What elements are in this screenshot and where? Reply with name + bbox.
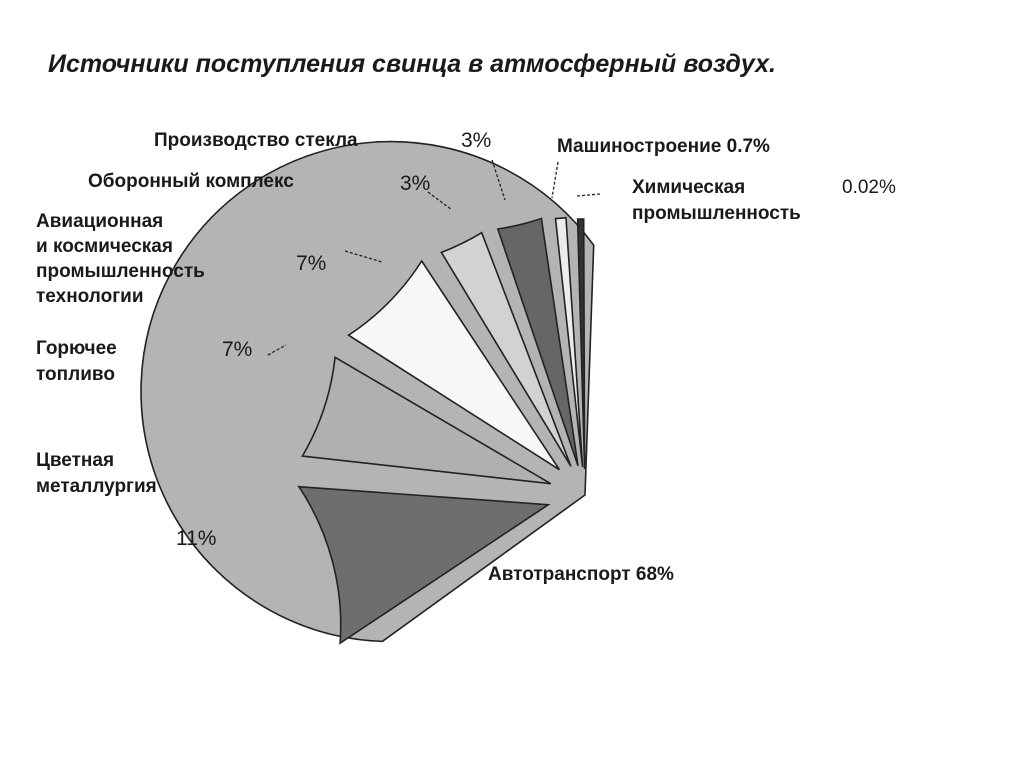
pct-khim: 0.02% xyxy=(842,177,896,198)
pct-oboronny: 3% xyxy=(400,172,430,195)
label-khim-2: промышленность xyxy=(632,203,801,224)
pct-avia: 7% xyxy=(296,252,326,275)
leader-mashino xyxy=(551,161,559,199)
label-avtotransport: Автотранспорт 68% xyxy=(488,564,674,585)
pct-steklo: 3% xyxy=(461,129,491,152)
leader-steklo xyxy=(491,159,506,201)
label-avia-4: технологии xyxy=(36,286,144,307)
label-steklo: Производство стекла xyxy=(154,130,358,151)
label-goryuchee-2: топливо xyxy=(36,364,115,385)
label-oboronny: Оборонный комплекс xyxy=(88,171,294,192)
label-goryuchee-1: Горючее xyxy=(36,338,117,359)
pie-slice-5 xyxy=(440,231,572,467)
leader-goryuchee xyxy=(267,344,287,356)
label-avia-3: промышленность xyxy=(36,261,205,282)
label-avia-1: Авиационная xyxy=(36,211,163,232)
pie-slice-2 xyxy=(297,485,551,645)
label-tsvetnaya-1: Цветная xyxy=(36,450,114,471)
label-khim-1: Химическая xyxy=(632,177,745,198)
pie-slices xyxy=(140,140,595,645)
pie-slice-3 xyxy=(301,355,552,485)
pct-tsvetnaya: 11% xyxy=(176,527,216,550)
leader-avia xyxy=(344,250,383,263)
pie-slice-6 xyxy=(496,217,579,467)
pct-goryuchee: 7% xyxy=(222,338,252,361)
label-avia-2: и космическая xyxy=(36,236,173,257)
leader-lines xyxy=(267,159,601,356)
pie-slice-7 xyxy=(554,216,584,468)
pie-slice-8 xyxy=(576,218,586,470)
leader-oboronny xyxy=(427,191,453,211)
slice-labels: Производство стекла 3% Машиностроение 0.… xyxy=(36,129,896,585)
label-tsvetnaya-2: металлургия xyxy=(36,476,157,497)
pie-slice-4 xyxy=(347,259,561,471)
label-mashino: Машиностроение 0.7% xyxy=(557,136,770,157)
chart-title: Источники поступления свинца в атмосферн… xyxy=(48,50,776,78)
leader-khim xyxy=(576,193,601,197)
